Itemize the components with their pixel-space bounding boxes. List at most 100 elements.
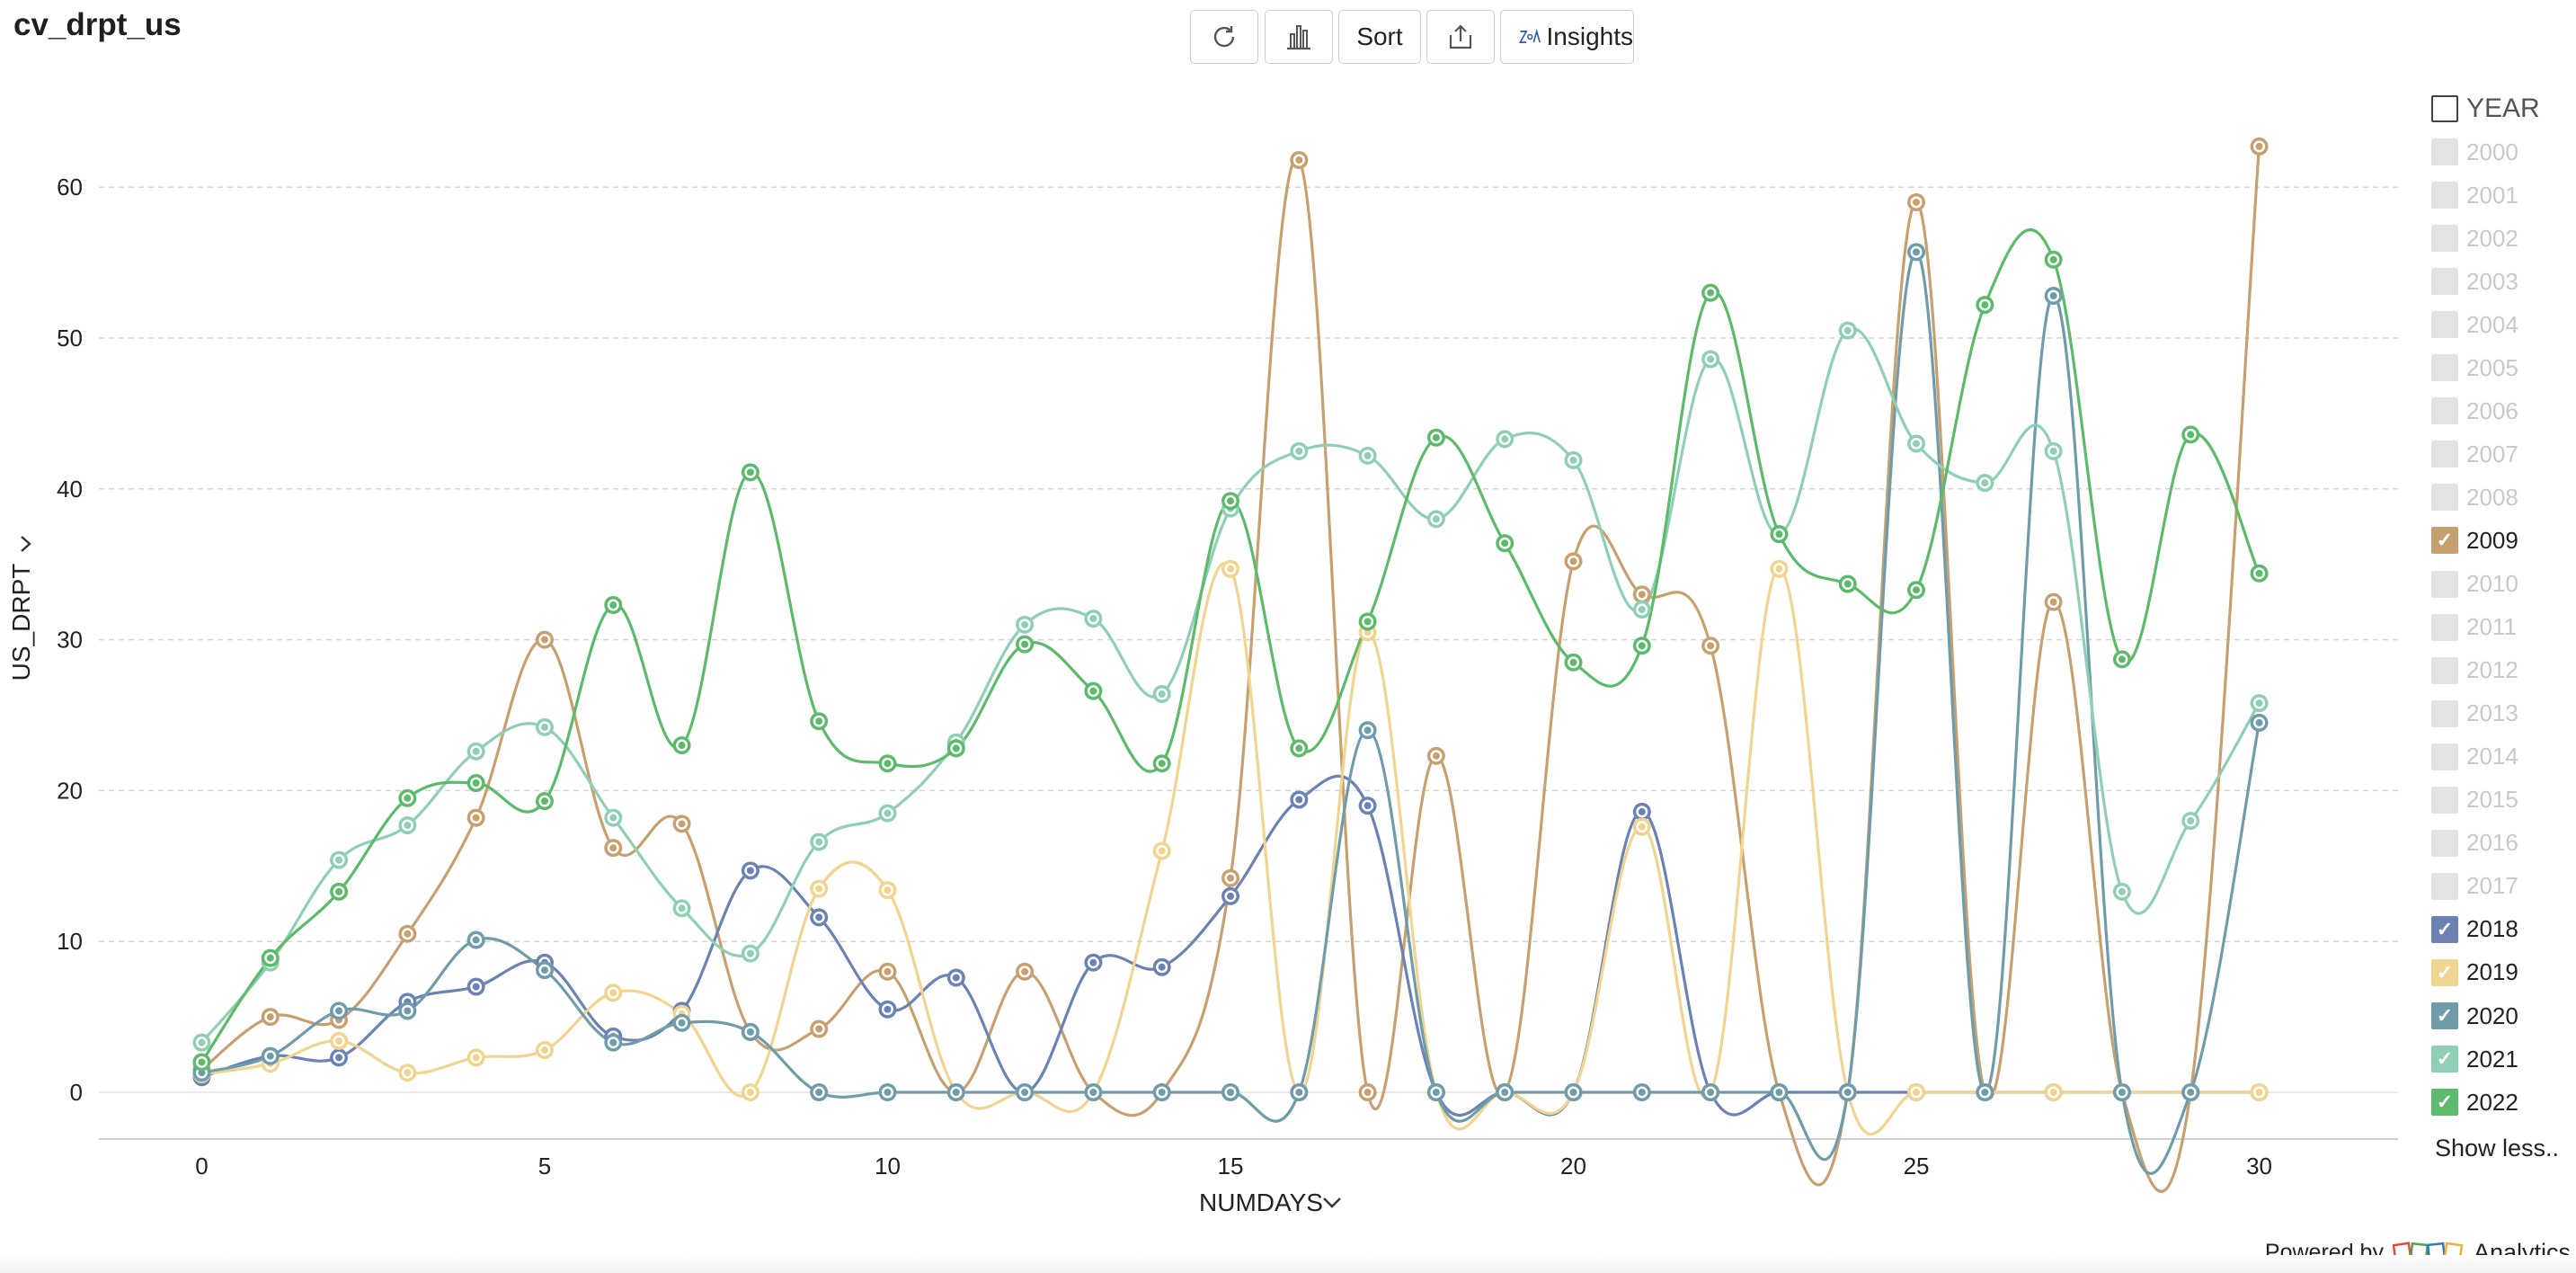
data-point-2021-8[interactable] [741,944,759,963]
data-point-2009-17[interactable] [1358,1083,1377,1101]
x-axis-chevron-icon[interactable] [1323,1197,1341,1208]
data-point-2022-24[interactable] [1838,574,1857,593]
data-point-2020-4[interactable] [466,930,485,949]
data-point-2020-12[interactable] [1016,1083,1035,1101]
data-point-2019-23[interactable] [1770,559,1789,578]
data-point-2009-21[interactable] [1632,585,1651,604]
data-point-2019-6[interactable] [604,984,623,1002]
legend-checkbox[interactable] [2431,570,2458,598]
data-point-2018-10[interactable] [878,1000,897,1019]
data-point-2009-6[interactable] [604,839,623,858]
chart-type-button[interactable] [1265,10,1333,64]
data-point-2009-30[interactable] [2250,137,2269,156]
legend-item-2015[interactable]: 2015 [2431,784,2518,816]
data-point-2022-7[interactable] [672,736,691,755]
data-point-2021-28[interactable] [2112,882,2131,901]
data-point-2019-27[interactable] [2044,1083,2063,1101]
legend-item-2018[interactable]: ✓ 2018 [2431,913,2518,946]
data-point-2022-15[interactable] [1221,492,1239,511]
data-point-2019-21[interactable] [1632,817,1651,836]
data-point-2020-25[interactable] [1907,243,1926,262]
data-point-2022-17[interactable] [1358,612,1377,631]
data-point-2022-8[interactable] [741,463,759,482]
legend-header[interactable]: YEAR [2431,93,2540,125]
legend-checkbox[interactable] [2431,656,2458,684]
insights-button[interactable]: Insights [1500,10,1634,64]
legend-checkbox[interactable] [2431,786,2458,814]
legend-checkbox[interactable] [2431,484,2458,512]
legend-item-2017[interactable]: 2017 [2431,870,2518,903]
data-point-2021-16[interactable] [1290,441,1309,460]
data-point-2020-13[interactable] [1084,1083,1103,1101]
legend-item-2016[interactable]: 2016 [2431,827,2518,859]
data-point-2022-1[interactable] [261,948,280,967]
data-point-2022-23[interactable] [1770,525,1789,544]
data-point-2019-2[interactable] [330,1031,349,1050]
data-point-2020-24[interactable] [1838,1083,1857,1101]
legend-checkbox[interactable] [2431,311,2458,339]
data-point-2020-8[interactable] [741,1022,759,1041]
legend-checkbox[interactable] [2431,441,2458,468]
data-point-2019-15[interactable] [1221,559,1239,578]
legend-item-2001[interactable]: 2001 [2431,179,2518,211]
x-axis-title[interactable]: NUMDAYS [1199,1188,1323,1216]
data-point-2009-18[interactable] [1426,746,1445,765]
data-point-2022-13[interactable] [1084,681,1103,700]
data-point-2020-14[interactable] [1152,1083,1171,1101]
data-point-2018-11[interactable] [946,968,965,987]
legend-checkbox[interactable]: ✓ [2431,1002,2458,1029]
data-point-2021-21[interactable] [1632,601,1651,619]
data-point-2020-16[interactable] [1290,1083,1309,1101]
data-point-2021-13[interactable] [1084,610,1103,628]
data-point-2022-11[interactable] [946,739,965,758]
legend-item-2008[interactable]: 2008 [2431,481,2518,513]
legend-checkbox[interactable]: ✓ [2431,958,2458,986]
data-point-2018-21[interactable] [1632,802,1651,821]
data-point-2019-10[interactable] [878,881,897,900]
data-point-2019-8[interactable] [741,1083,759,1101]
data-point-2021-27[interactable] [2044,441,2063,460]
data-point-2020-7[interactable] [672,1013,691,1032]
y-axis-chevron-icon[interactable] [21,536,31,552]
data-point-2021-25[interactable] [1907,434,1926,453]
data-point-2019-9[interactable] [810,879,829,898]
legend-item-2010[interactable]: 2010 [2431,568,2518,601]
data-point-2020-17[interactable] [1358,721,1377,740]
data-point-2020-22[interactable] [1701,1083,1720,1101]
data-point-2009-5[interactable] [535,630,554,649]
data-point-2020-26[interactable] [1976,1083,1994,1101]
data-point-2018-16[interactable] [1290,790,1309,809]
data-point-2022-18[interactable] [1426,428,1445,447]
data-point-2018-2[interactable] [330,1048,349,1067]
data-point-2022-0[interactable] [192,1053,211,1072]
data-point-2009-1[interactable] [261,1008,280,1027]
data-point-2020-9[interactable] [810,1083,829,1101]
data-point-2022-4[interactable] [466,774,485,793]
data-point-2022-19[interactable] [1496,534,1515,553]
data-point-2022-22[interactable] [1701,283,1720,302]
legend-checkbox[interactable]: ✓ [2431,1046,2458,1073]
show-less-link[interactable]: Show less.. [2435,1135,2560,1162]
legend-item-2014[interactable]: 2014 [2431,741,2518,773]
data-point-2020-20[interactable] [1564,1083,1583,1101]
data-point-2018-17[interactable] [1358,797,1377,815]
legend-item-2000[interactable]: 2000 [2431,136,2518,168]
data-point-2021-9[interactable] [810,832,829,851]
data-point-2018-8[interactable] [741,861,759,880]
data-point-2009-3[interactable] [398,924,417,943]
data-point-2021-12[interactable] [1016,615,1035,634]
data-point-2022-20[interactable] [1564,653,1583,672]
data-point-2021-2[interactable] [330,850,349,869]
legend-item-2012[interactable]: 2012 [2431,654,2518,687]
data-point-2021-22[interactable] [1701,350,1720,369]
legend-checkbox[interactable] [2431,138,2458,165]
data-point-2021-10[interactable] [878,804,897,823]
data-point-2009-4[interactable] [466,808,485,827]
data-point-2020-10[interactable] [878,1083,897,1101]
export-button[interactable] [1426,10,1495,64]
data-point-2021-17[interactable] [1358,446,1377,465]
data-point-2009-10[interactable] [878,962,897,981]
legend-item-2022[interactable]: ✓ 2022 [2431,1086,2518,1118]
data-point-2022-2[interactable] [330,882,349,901]
legend-item-2011[interactable]: 2011 [2431,611,2517,644]
